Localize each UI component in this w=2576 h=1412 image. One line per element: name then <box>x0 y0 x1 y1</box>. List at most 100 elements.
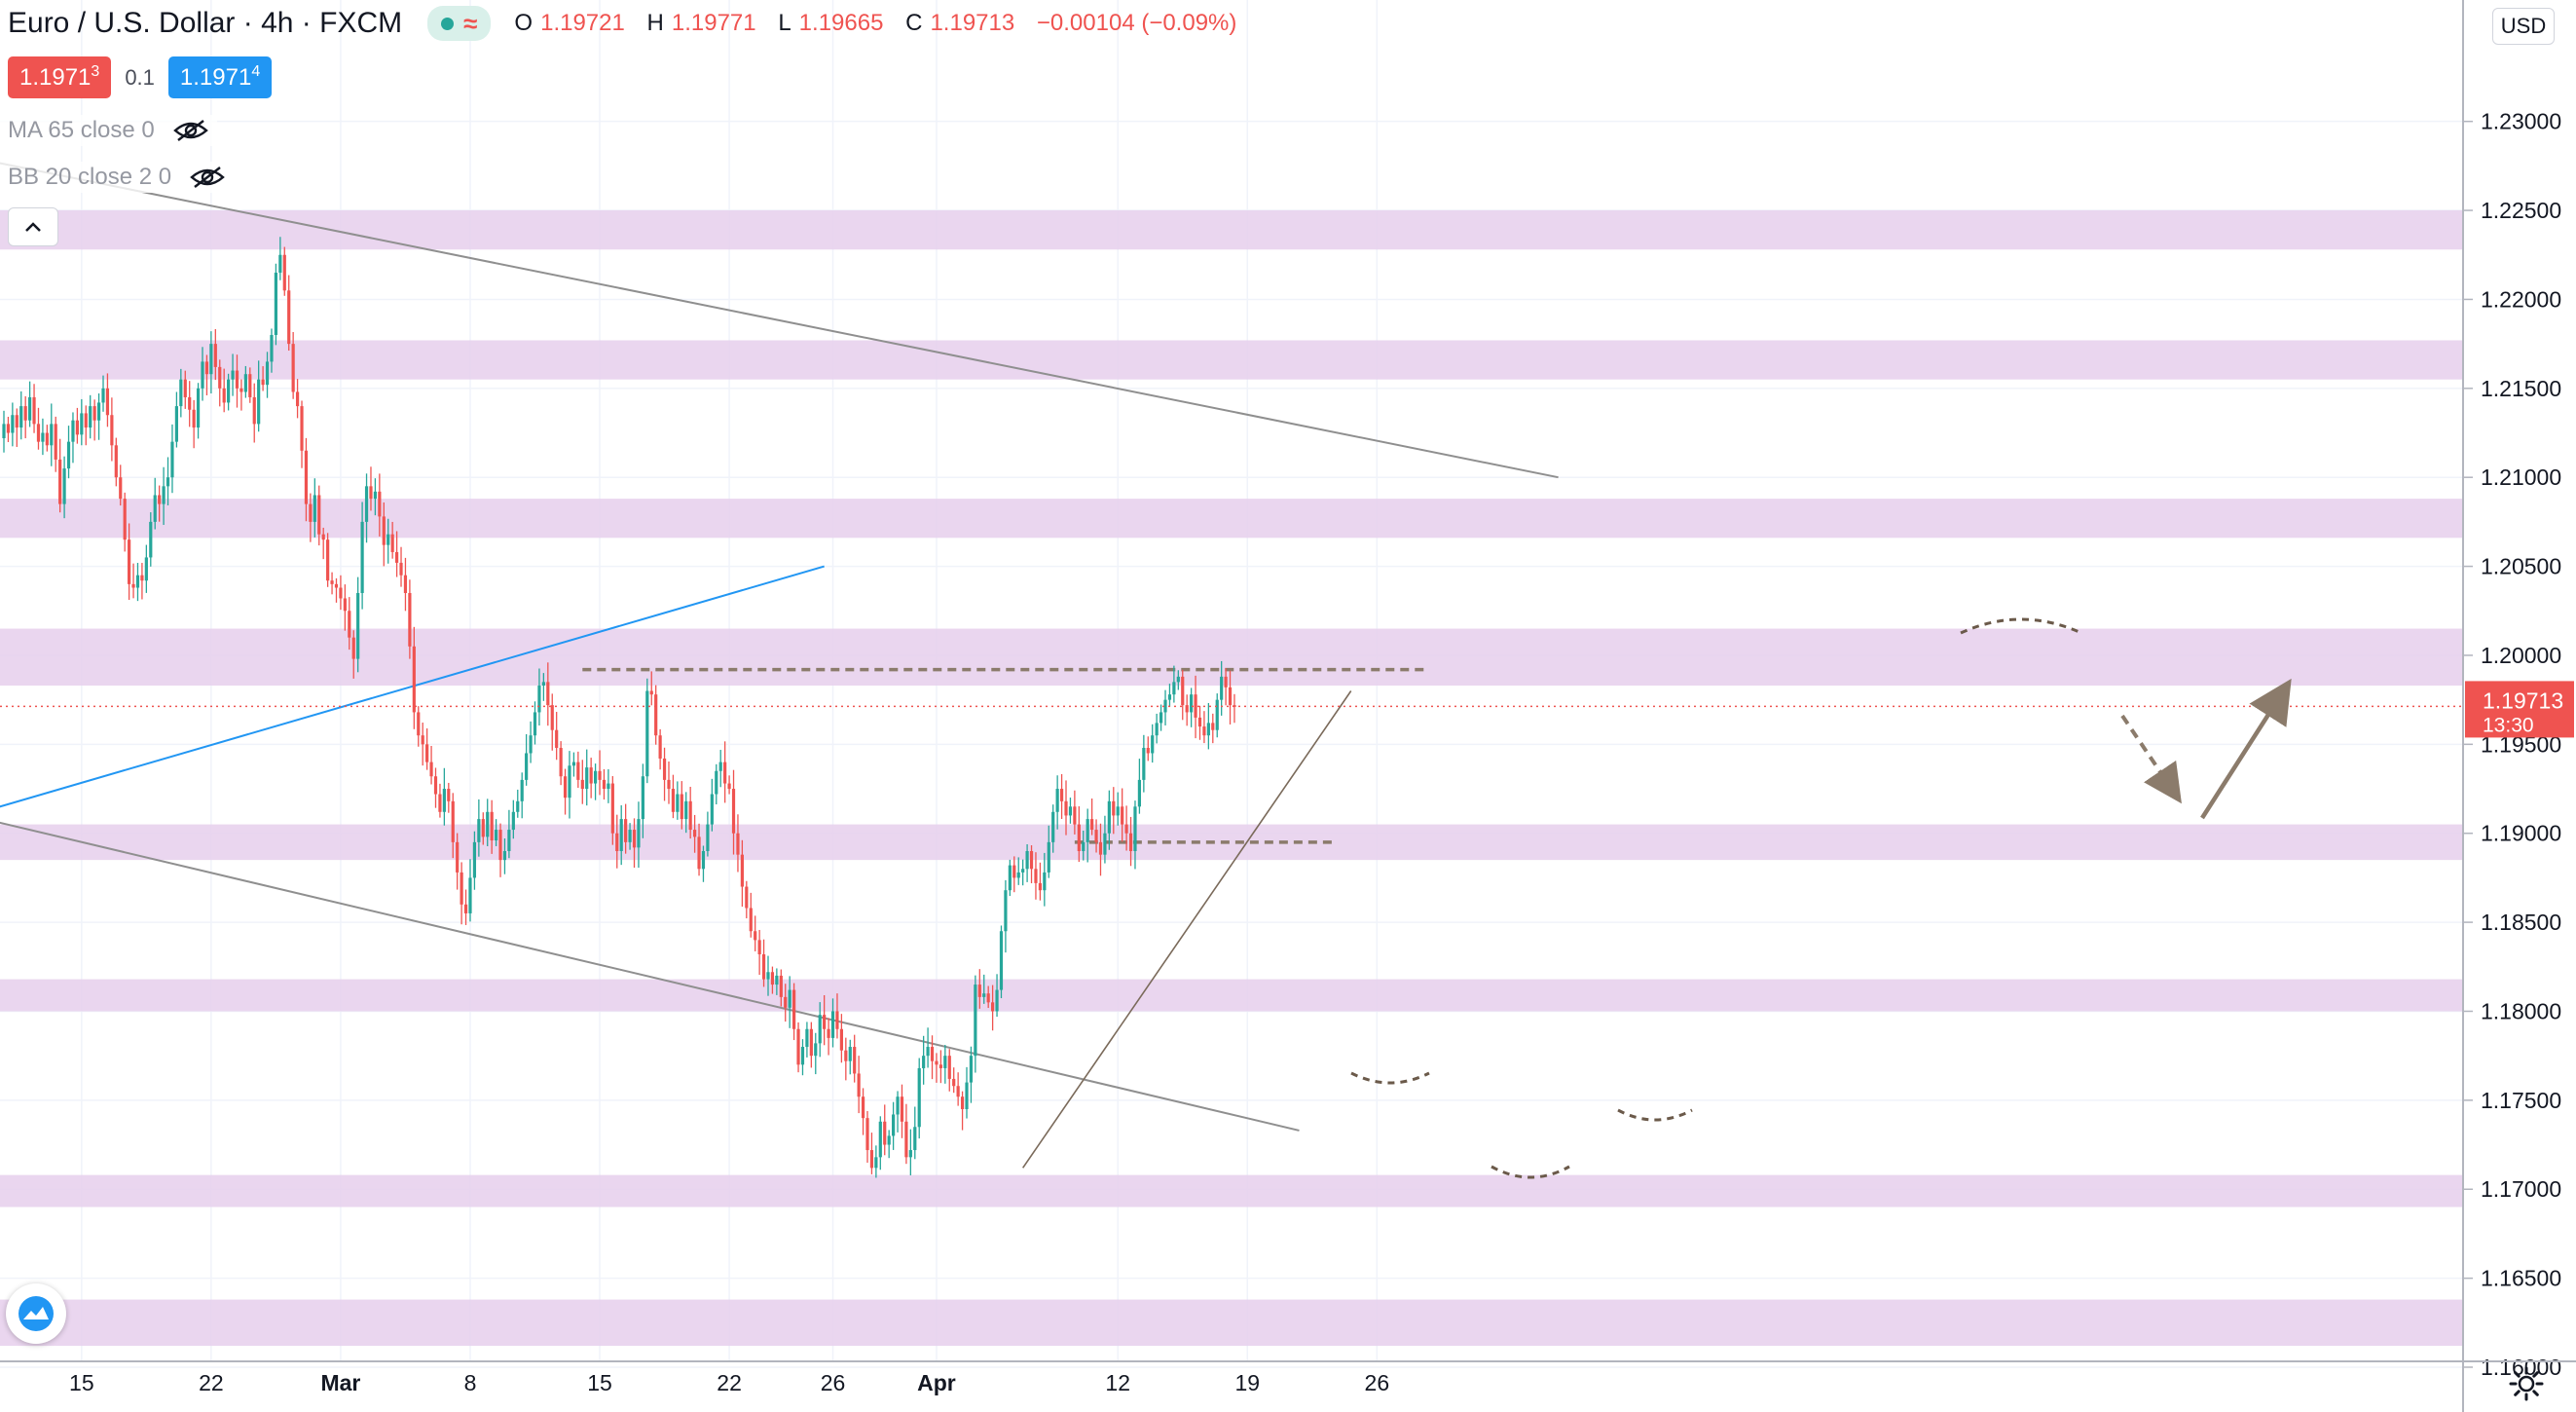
price-tick-label: 1.22000 <box>2481 286 2561 312</box>
candle-body <box>878 1121 882 1158</box>
candle-body <box>1137 779 1142 807</box>
candle-body <box>943 1056 947 1068</box>
candle-body <box>507 830 511 851</box>
candle-body <box>188 396 192 410</box>
candle-body <box>952 1078 956 1087</box>
candle-body <box>1206 723 1210 736</box>
candle-body <box>41 432 45 442</box>
candle-body <box>351 637 355 659</box>
candle-body <box>1116 806 1120 816</box>
zone-band <box>0 210 2463 250</box>
candle-body <box>982 993 986 997</box>
candle-body <box>282 254 286 291</box>
candle-body <box>1038 882 1042 891</box>
candle-body <box>706 824 710 851</box>
candle-body <box>546 682 550 706</box>
gear-icon[interactable] <box>2508 1365 2545 1402</box>
down-arrow <box>2120 714 2182 804</box>
indicator-bb[interactable]: BB 20 close 2 0 <box>0 162 235 193</box>
candle-body <box>757 940 761 954</box>
candle-body <box>1159 712 1163 724</box>
candle-body <box>835 1011 839 1029</box>
candle-body <box>477 819 481 842</box>
candle-body <box>62 468 66 504</box>
candle-body <box>1176 676 1180 683</box>
candle-body <box>456 841 460 873</box>
date-tick-label: 15 <box>587 1370 612 1395</box>
candle-body <box>710 794 714 825</box>
candle-body <box>1121 806 1124 825</box>
candle-body <box>1082 841 1086 851</box>
eye-off-icon[interactable] <box>172 119 209 142</box>
collapse-legend-button[interactable] <box>8 207 58 246</box>
candle-body <box>89 406 92 428</box>
candle-body <box>749 908 753 932</box>
symbol-title[interactable]: Euro / U.S. Dollar · 4h · FXCM <box>8 7 403 39</box>
candle-body <box>1224 676 1228 687</box>
currency-button[interactable]: USD <box>2492 8 2555 45</box>
candle-body <box>378 491 382 517</box>
candle-body <box>1043 872 1047 891</box>
price-tick-label: 1.18500 <box>2481 910 2561 935</box>
sell-button[interactable]: 1.19713 <box>8 56 112 98</box>
upper-channel-line <box>0 162 1559 479</box>
candle-body <box>114 445 118 478</box>
candle-body <box>904 1121 908 1158</box>
candle-body <box>671 789 676 812</box>
candle-body <box>761 953 766 980</box>
high-label: H <box>646 10 664 36</box>
candle-body <box>537 686 541 713</box>
candle-body <box>1107 800 1111 834</box>
candle-body <box>701 850 706 870</box>
candle-body <box>252 396 256 425</box>
candle-body <box>1068 806 1073 816</box>
current-price-box <box>2465 681 2574 738</box>
annotations <box>0 617 2463 1179</box>
candle-body <box>394 551 399 563</box>
candle-body <box>1103 833 1107 855</box>
eye-off-icon[interactable] <box>189 166 226 189</box>
candle-body <box>36 424 41 442</box>
candle-body <box>1124 824 1128 834</box>
zone-band <box>0 340 2463 380</box>
candle-body <box>356 592 360 659</box>
buy-button[interactable]: 1.19714 <box>167 56 273 98</box>
candle-body <box>892 1114 896 1136</box>
candle-body <box>1190 694 1194 713</box>
zone-band <box>0 1299 2463 1347</box>
indicator-ma[interactable]: MA 65 close 0 <box>0 115 217 146</box>
candle-body <box>922 1056 926 1068</box>
candle-body <box>313 495 316 522</box>
date-tick-label: 26 <box>1365 1370 1390 1395</box>
spread-value: 0.1 <box>125 64 155 90</box>
candle-body <box>1055 789 1059 812</box>
candle-body <box>796 1028 800 1065</box>
candle-body <box>1016 872 1020 878</box>
candle-body <box>403 575 408 593</box>
market-status-pill[interactable]: ≈ <box>427 6 492 41</box>
candle-body <box>96 402 101 421</box>
top-arc <box>1960 617 2082 635</box>
candle-body <box>1029 850 1034 870</box>
candle-body <box>684 800 688 820</box>
up-arrow <box>2200 678 2292 820</box>
candle-body <box>468 877 472 913</box>
candle-body <box>974 985 977 1057</box>
candle-body <box>779 975 783 997</box>
tradingview-logo-button[interactable] <box>6 1283 66 1344</box>
candle-body <box>382 516 386 545</box>
candle-body <box>658 735 662 759</box>
candle-body <box>848 1047 852 1061</box>
candle-body <box>218 366 222 389</box>
candle-body <box>463 904 468 913</box>
candle-body <box>1012 865 1016 878</box>
candle-body <box>71 420 75 442</box>
countdown-label: 13:30 <box>2483 714 2534 736</box>
candle-body <box>54 424 57 460</box>
candle-body <box>541 682 545 687</box>
candle-body <box>520 779 524 801</box>
open-value: 1.19721 <box>540 10 625 36</box>
candle-body <box>788 989 791 1008</box>
candle-body <box>166 477 170 487</box>
